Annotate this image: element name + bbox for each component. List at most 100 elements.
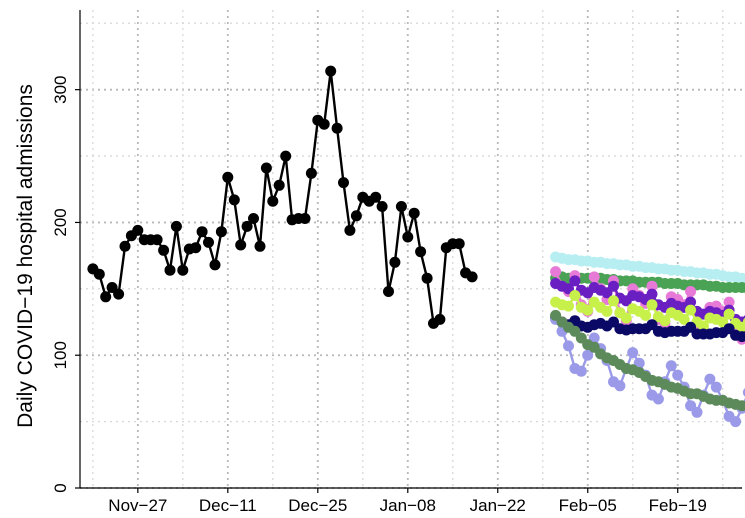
data-point <box>453 238 465 250</box>
data-point <box>736 400 745 412</box>
data-point <box>550 266 562 278</box>
data-point <box>305 167 317 179</box>
y-tick-label: 0 <box>51 483 70 492</box>
data-point <box>723 308 735 320</box>
data-point <box>697 320 709 332</box>
data-point <box>646 288 658 300</box>
data-point <box>614 380 626 392</box>
data-point <box>466 271 478 283</box>
x-tick-label: Feb−05 <box>559 496 617 515</box>
data-point <box>691 406 703 418</box>
data-point <box>402 231 414 243</box>
data-point <box>209 259 221 271</box>
data-point <box>325 65 337 77</box>
data-point <box>415 246 427 258</box>
data-point <box>678 313 690 325</box>
data-point <box>652 393 664 405</box>
data-point <box>608 280 619 292</box>
data-point <box>299 213 311 224</box>
x-tick-label: Jan−08 <box>380 496 436 515</box>
data-point <box>730 416 742 428</box>
series-1 <box>550 251 745 284</box>
data-point <box>736 282 745 293</box>
x-tick-label: Dec−11 <box>199 496 257 515</box>
data-point <box>434 313 446 325</box>
data-point <box>742 317 745 327</box>
data-point <box>569 275 581 287</box>
data-point <box>248 213 259 224</box>
x-tick-label: Feb−19 <box>649 496 707 515</box>
data-point <box>736 272 745 284</box>
axes: 0 100 200 300 Nov−27 Dec−11 Dec−25 Jan−08 Jan−22… <box>51 10 742 515</box>
data-point <box>228 194 240 206</box>
data-point <box>254 240 266 252</box>
data-point <box>608 295 619 307</box>
y-tick-label: 100 <box>51 341 70 369</box>
data-point <box>582 304 594 316</box>
data-point <box>177 264 189 276</box>
data-point <box>601 305 613 317</box>
data-point <box>273 179 285 191</box>
data-point <box>151 234 163 246</box>
data-point <box>331 122 343 134</box>
series-line <box>92 69 473 325</box>
data-point <box>742 388 745 397</box>
data-point <box>569 290 581 301</box>
series-5 <box>550 290 745 333</box>
x-tick-label: Dec−25 <box>288 496 347 515</box>
data-point <box>742 401 745 411</box>
data-point <box>158 244 170 256</box>
y-axis-title: Daily COVID−19 hospital admissions <box>14 84 37 428</box>
data-point <box>235 239 247 251</box>
grid <box>80 10 742 489</box>
data-point <box>164 264 176 276</box>
data-point <box>627 347 639 359</box>
data-point <box>723 296 735 308</box>
data-point <box>672 369 684 381</box>
data-point <box>685 286 697 297</box>
data-point <box>383 286 394 297</box>
data-point <box>742 330 745 340</box>
data-point <box>119 240 131 252</box>
data-point <box>370 191 382 203</box>
data-point <box>280 150 292 162</box>
data-point <box>736 321 745 333</box>
data-point <box>421 272 433 284</box>
data-point <box>640 309 652 321</box>
data-point <box>267 195 279 207</box>
data-point <box>222 171 234 183</box>
data-point <box>646 280 658 292</box>
data-point <box>742 284 745 294</box>
data-point <box>203 236 214 248</box>
data-point <box>685 304 697 316</box>
data-point <box>646 299 658 311</box>
data-point <box>742 273 745 283</box>
data-point <box>350 210 362 222</box>
data-point <box>408 207 420 219</box>
data-point <box>588 271 600 283</box>
data-point <box>196 226 208 238</box>
data-point <box>389 256 401 268</box>
data-point <box>260 162 272 174</box>
data-point <box>113 288 125 300</box>
data-point <box>376 201 388 212</box>
data-point <box>665 360 677 372</box>
data-point <box>575 365 587 377</box>
data-point <box>241 220 253 232</box>
data-point <box>318 118 330 130</box>
data-point <box>563 340 574 352</box>
data-point <box>563 300 574 312</box>
y-tick-label: 300 <box>51 75 70 103</box>
data-point <box>170 220 182 232</box>
data-point <box>93 268 105 280</box>
y-tick-label: 200 <box>51 208 70 236</box>
data-point <box>215 226 227 238</box>
data-point <box>338 177 349 189</box>
data-point <box>620 312 632 324</box>
data-point <box>344 224 356 236</box>
data-point <box>100 291 112 303</box>
data-point <box>395 201 407 212</box>
x-tick-label: Nov−27 <box>108 496 167 515</box>
data-point <box>582 349 594 361</box>
